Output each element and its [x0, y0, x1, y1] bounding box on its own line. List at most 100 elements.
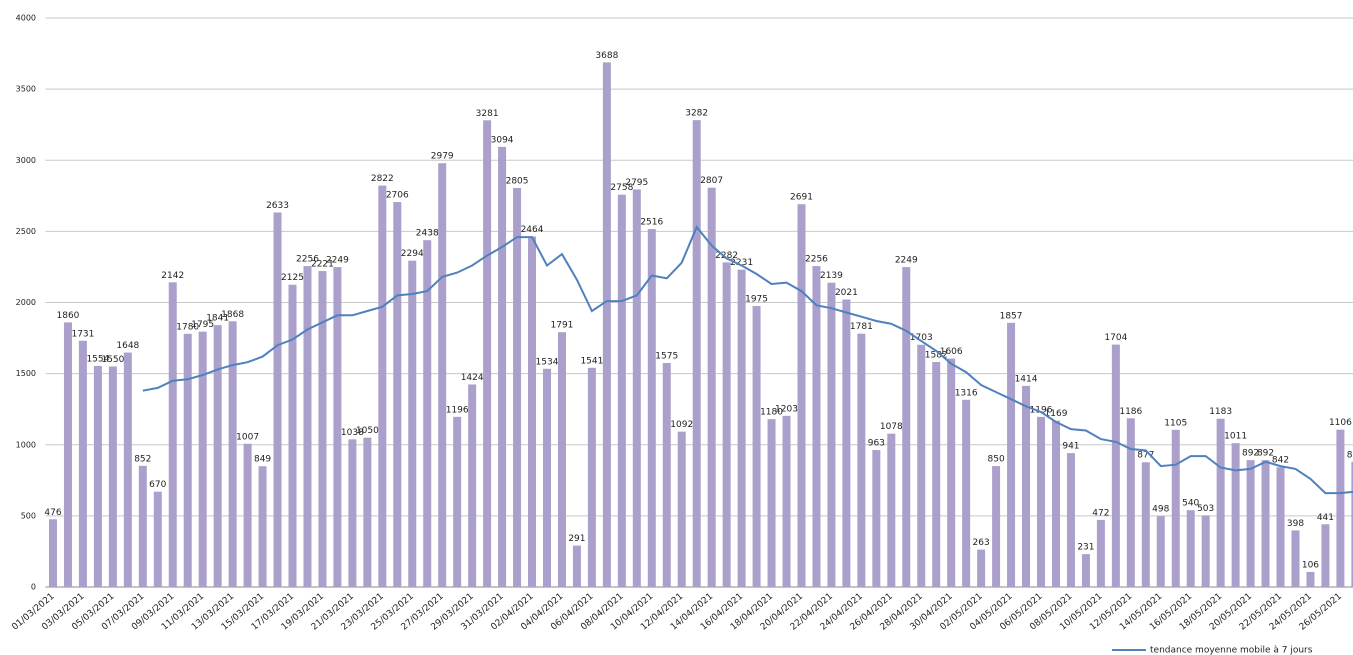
data-label: 1703	[910, 333, 933, 343]
bar	[78, 340, 87, 587]
data-label: 2021	[835, 288, 858, 298]
bar	[1291, 530, 1300, 587]
y-tick-label: 1500	[16, 369, 36, 378]
bar	[528, 236, 537, 587]
data-label: 1648	[116, 341, 139, 351]
data-label: 1196	[446, 405, 469, 415]
bar	[1336, 429, 1345, 587]
bar	[63, 322, 72, 587]
bar	[183, 333, 192, 587]
bar	[1246, 460, 1255, 587]
bar	[213, 325, 222, 587]
bar	[1022, 385, 1031, 587]
data-label: 1857	[1000, 311, 1023, 321]
bar	[1096, 519, 1105, 587]
data-label: 1704	[1104, 333, 1127, 343]
bar	[1111, 344, 1120, 587]
data-label: 2294	[401, 249, 424, 259]
bar	[513, 187, 522, 587]
bar	[333, 267, 342, 587]
data-label: 291	[568, 534, 585, 544]
data-label: 1203	[775, 404, 798, 414]
bar	[303, 266, 312, 587]
data-label: 2142	[161, 271, 184, 281]
data-label: 1860	[57, 311, 80, 321]
data-label: 106	[1302, 560, 1319, 570]
bar	[1321, 524, 1330, 587]
bar	[737, 269, 746, 587]
bar	[48, 519, 57, 587]
data-label: 1196	[1030, 405, 1053, 415]
data-label: 2256	[805, 255, 828, 265]
bar	[108, 366, 117, 587]
bar	[498, 146, 507, 588]
bar	[1186, 510, 1195, 587]
data-label: 1868	[221, 310, 244, 320]
data-label: 1050	[356, 426, 379, 436]
data-label: 1078	[880, 422, 903, 432]
data-label: 2256	[296, 255, 319, 265]
data-label: 3281	[476, 109, 499, 119]
data-label: 1731	[71, 329, 94, 339]
bar	[707, 187, 716, 587]
data-label: 1575	[655, 351, 678, 361]
data-label: 231	[1077, 543, 1094, 553]
data-label: 540	[1182, 499, 1199, 509]
bar	[857, 333, 866, 587]
data-label: 963	[868, 439, 885, 449]
data-label: 3282	[685, 109, 708, 119]
bar	[542, 368, 551, 587]
data-label: 3688	[595, 51, 618, 61]
bar	[572, 545, 581, 587]
bar	[887, 433, 896, 587]
data-label: 1795	[191, 320, 214, 330]
data-label: 1316	[955, 388, 978, 398]
y-tick-label: 3500	[16, 85, 36, 94]
y-tick-label: 3000	[16, 156, 36, 165]
data-label: 2795	[625, 178, 648, 188]
data-label: 850	[988, 455, 1005, 465]
bar	[363, 437, 372, 587]
data-label: 2231	[730, 258, 753, 268]
bar	[1201, 515, 1210, 587]
bar	[932, 361, 941, 587]
bar	[168, 282, 177, 587]
data-label: 2822	[371, 174, 394, 184]
data-label: 877	[1137, 451, 1154, 461]
bar	[557, 332, 566, 587]
bar	[1126, 418, 1135, 587]
bar	[408, 260, 417, 587]
bar	[1156, 516, 1165, 587]
data-label: 1424	[461, 373, 484, 383]
data-label: 1841	[206, 314, 229, 324]
bar	[438, 163, 447, 587]
bar	[842, 299, 851, 587]
data-label: 398	[1287, 519, 1304, 529]
y-tick-label: 500	[21, 511, 36, 520]
bar	[767, 419, 776, 587]
y-tick-label: 1000	[16, 440, 36, 449]
data-label: 3094	[491, 135, 514, 145]
data-label: 503	[1197, 504, 1214, 514]
y-tick-label: 2500	[16, 227, 36, 236]
bar	[1066, 453, 1075, 587]
data-label: 2221	[311, 260, 334, 270]
bar	[602, 62, 611, 587]
bar	[1007, 322, 1016, 587]
data-label: 1975	[745, 295, 768, 305]
data-label: 1007	[236, 432, 259, 442]
data-label: 1106	[1329, 418, 1352, 428]
data-label: 2758	[610, 183, 633, 193]
bar	[587, 367, 596, 587]
bar	[812, 266, 821, 587]
data-label: 852	[134, 454, 151, 464]
bar	[198, 331, 207, 587]
bar	[872, 450, 881, 587]
data-label: 1011	[1224, 432, 1247, 442]
bar	[1081, 554, 1090, 587]
bar	[917, 344, 926, 587]
data-label: 842	[1272, 456, 1289, 466]
bar	[468, 384, 477, 587]
data-label: 2706	[386, 191, 409, 201]
bar	[258, 466, 267, 587]
